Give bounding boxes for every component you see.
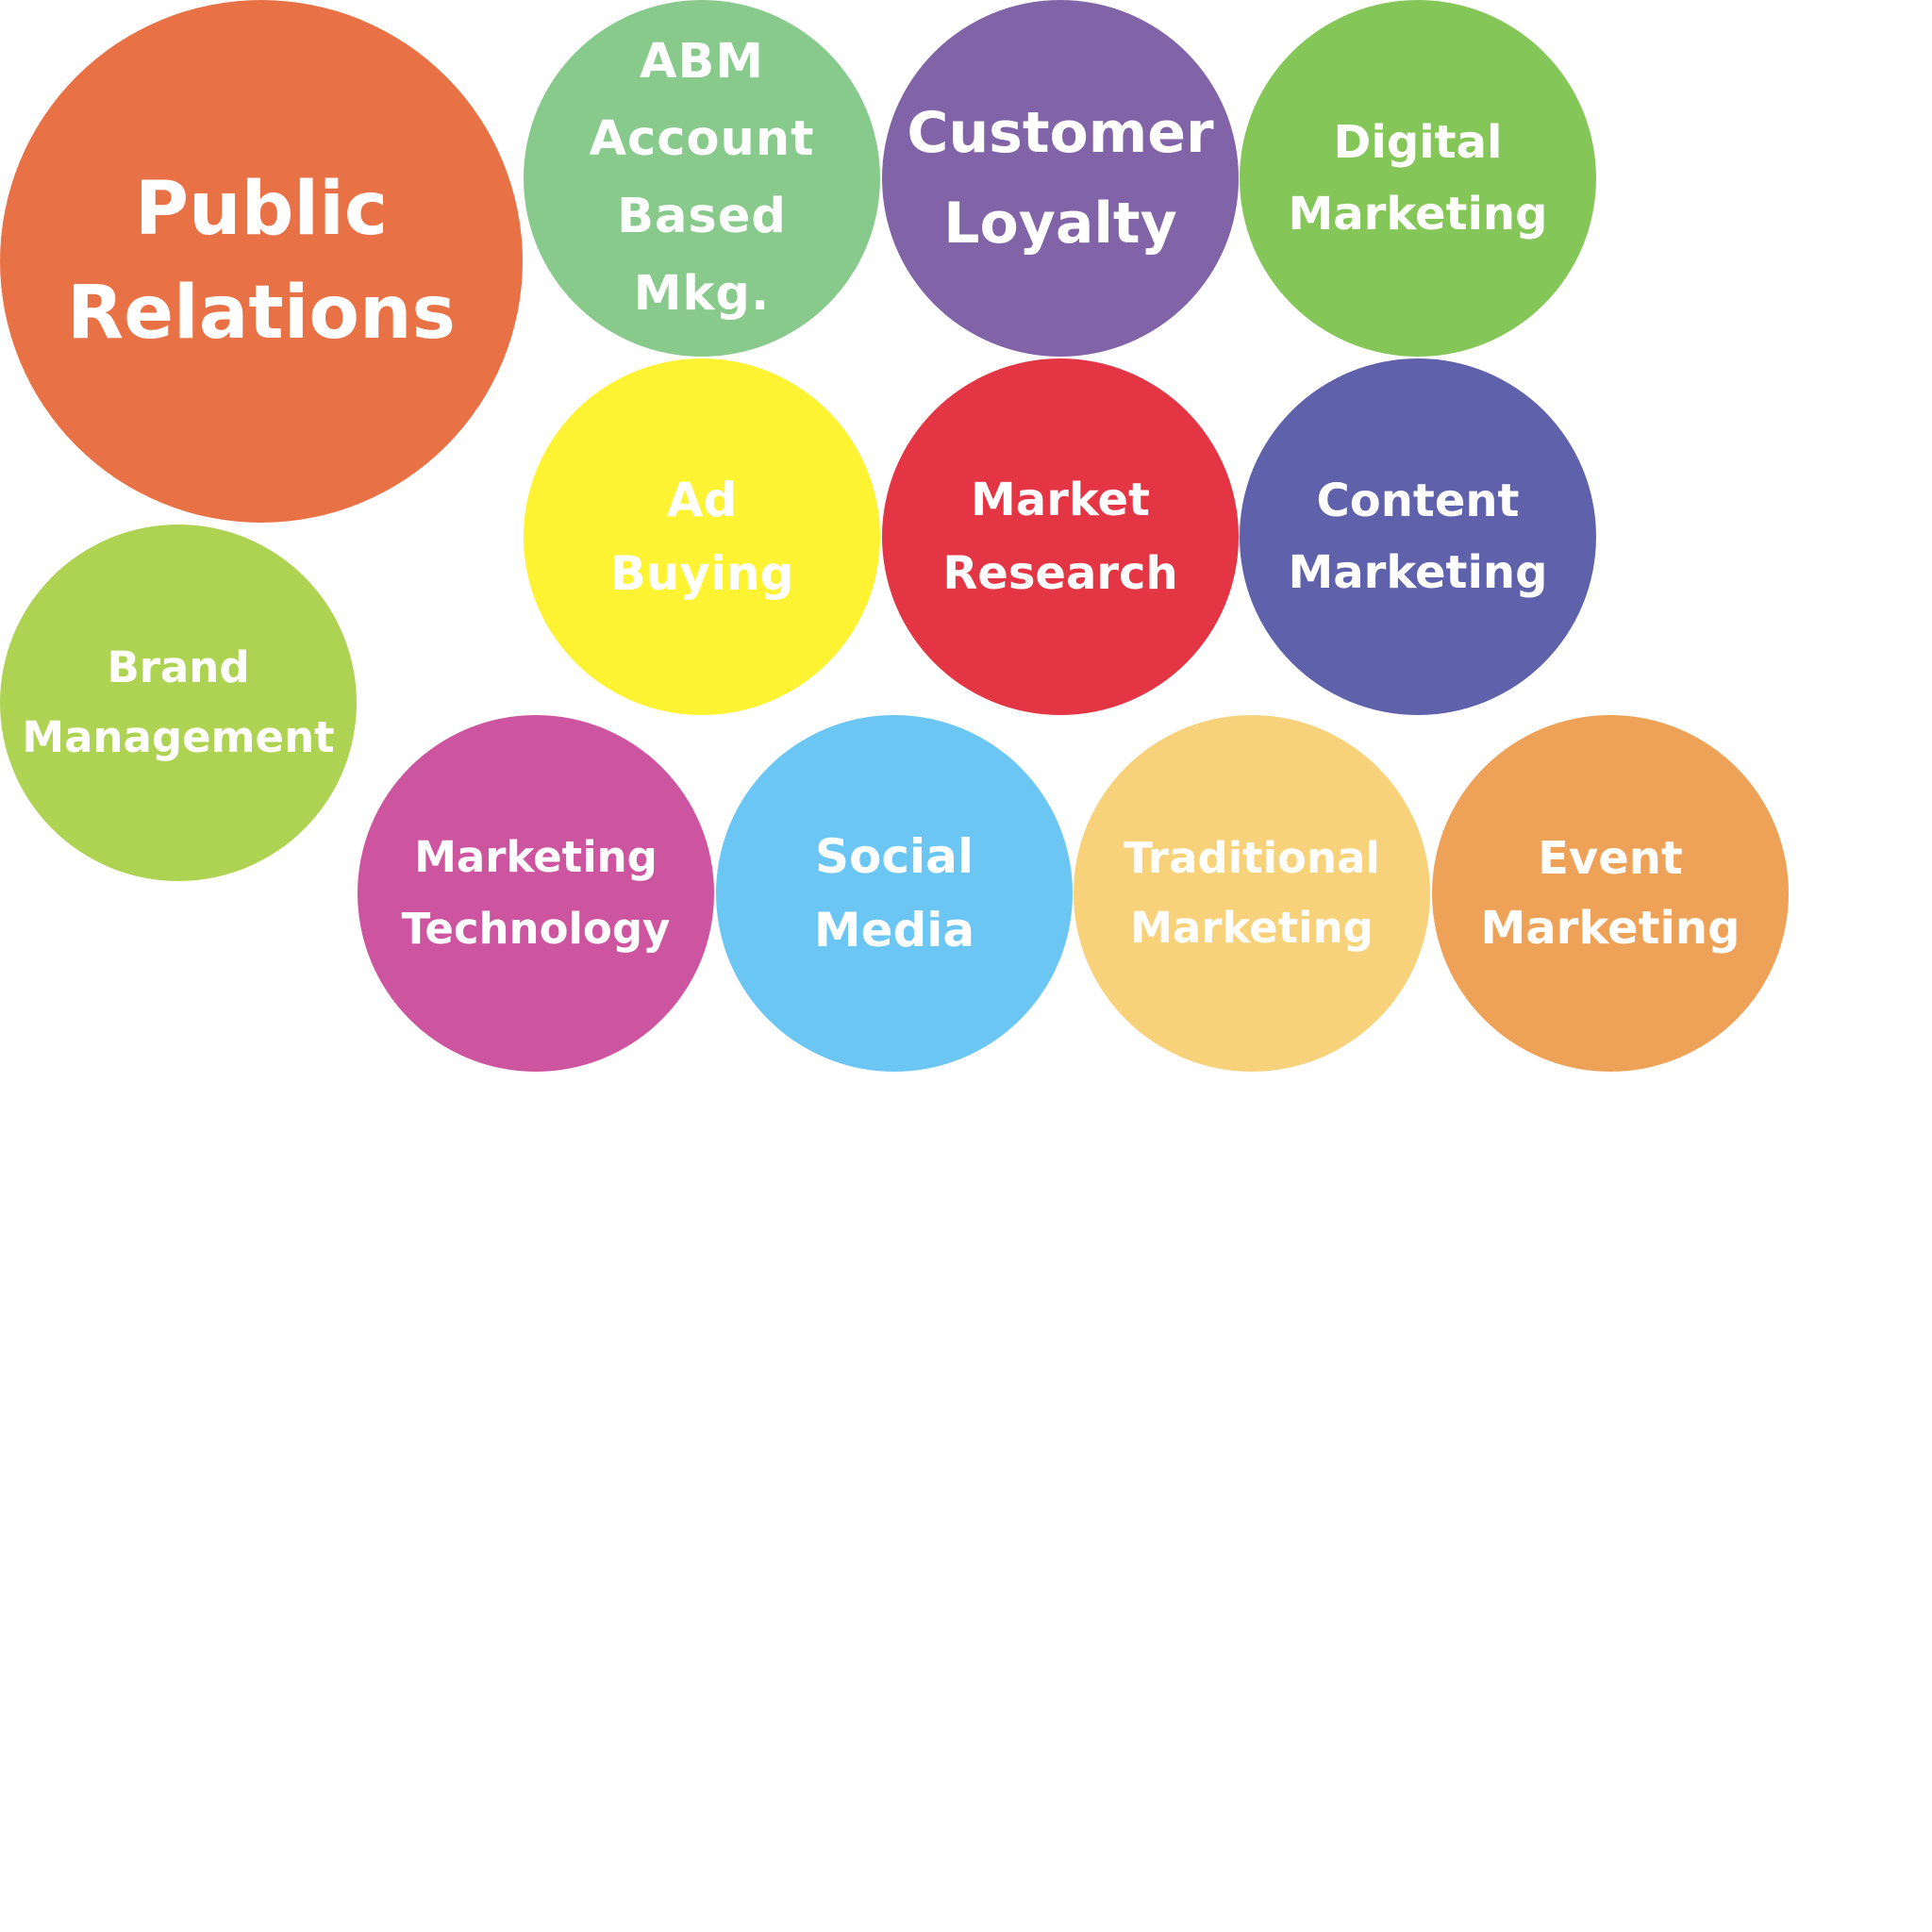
bubble-label-line: Technology [401, 904, 671, 954]
bubble-label-line: Mkg. [633, 266, 771, 322]
bubble-label-line: Media [813, 903, 975, 958]
bubble-label-line: Research [942, 547, 1178, 600]
bubble-label-line: Traditional [1124, 833, 1380, 883]
bubble-label-line: Marketing [1480, 902, 1740, 955]
bubble-event-marketing: Event Marketing [1432, 715, 1789, 1072]
bubble-abm: ABM Account Based Mkg. [524, 0, 880, 357]
bubble-label-line: Content [1316, 475, 1520, 527]
bubble-marketing-technology: Marketing Technology [358, 715, 714, 1072]
bubble-label-line: Management [22, 712, 335, 762]
bubble-label-line: Market [971, 474, 1150, 526]
bubble-market-research: Market Research [882, 358, 1239, 715]
bubble-label-line: Relations [67, 271, 456, 356]
bubble-label-line: Buying [609, 546, 794, 601]
bubble-label-line: Digital [1333, 116, 1503, 169]
bubble-label-line: ABM [639, 34, 765, 90]
bubble-label-line: Brand [107, 642, 250, 692]
bubble-label-line: Loyalty [943, 191, 1177, 257]
bubble-label-line: Customer [907, 100, 1214, 166]
bubble-label-line: Marketing [1130, 903, 1374, 953]
bubble-label-line: Public [134, 167, 389, 252]
bubble-ad-buying: Ad Buying [524, 358, 880, 715]
bubble-brand-management: Brand Management [0, 525, 357, 881]
bubble-customer-loyalty: Customer Loyalty [882, 0, 1239, 357]
bubble-label-line: Based [617, 189, 787, 244]
bubble-label-line: Account [589, 111, 815, 167]
bubble-label-line: Marketing [1288, 188, 1548, 241]
bubble-label-line: Event [1538, 832, 1683, 885]
bubble-social-media: Social Media [716, 715, 1073, 1072]
bubble-label-line: Social [814, 829, 974, 884]
bubble-content-marketing: Content Marketing [1240, 358, 1596, 715]
bubble-traditional-marketing: Traditional Marketing [1074, 715, 1430, 1072]
bubble-public-relations: Public Relations [0, 0, 523, 523]
bubble-label-line: Marketing [414, 832, 658, 882]
bubble-label-line: Marketing [1288, 546, 1548, 599]
bubble-digital-marketing: Digital Marketing [1240, 0, 1596, 357]
bubble-label-line: Ad [666, 473, 738, 527]
